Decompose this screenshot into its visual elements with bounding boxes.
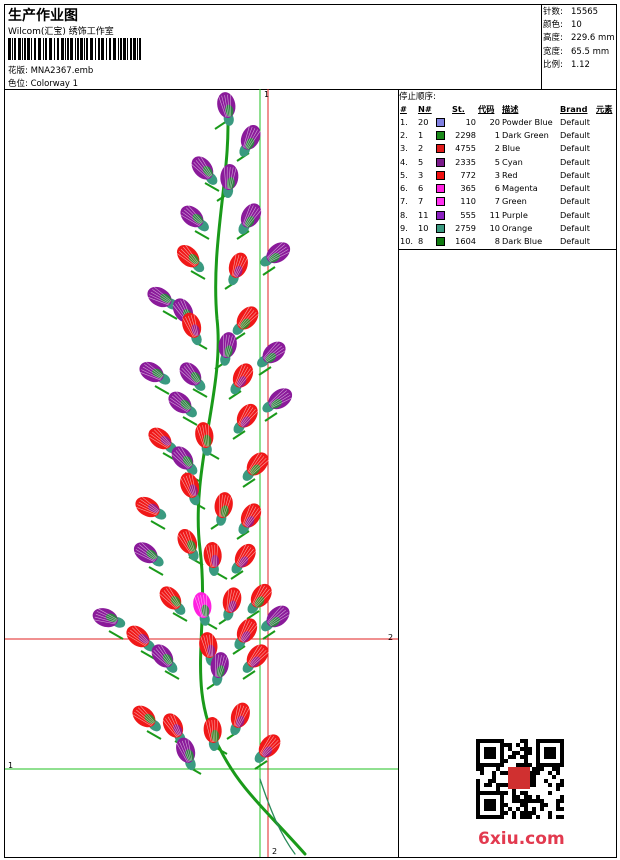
color-swatch [436, 184, 445, 194]
flower-bud [210, 652, 229, 686]
flower-bud [260, 241, 291, 267]
flower-bud [180, 472, 200, 506]
flower-bud [233, 403, 259, 434]
table-row: 10. 8 1604 8 Dark Blue Default [400, 236, 590, 247]
flower-bud [238, 503, 262, 535]
flower-bud [238, 203, 262, 235]
header-info: 生产作业图 Wilcom(汇宝) 绣饰工作室 花版: MNA2367.emb 色… [5, 5, 542, 89]
qr-code [476, 739, 564, 819]
color-swatch [436, 130, 445, 140]
flower-bud [139, 361, 171, 385]
table-header-row: # N# St. 代码 描述 Brand 元素 [400, 103, 613, 114]
flower-bud [262, 387, 293, 413]
flower-bud [203, 542, 222, 576]
stat-width: 宽度: 65.5 mm [543, 46, 610, 57]
flower-bud [92, 608, 126, 628]
stat-stitches: 针数: 15565 [543, 7, 599, 17]
design-preview: 1 2 1 2 [5, 89, 399, 857]
embroidery-design [5, 89, 398, 857]
flower-bud [191, 156, 218, 185]
color-swatch [436, 237, 445, 247]
flower-bud [247, 583, 273, 614]
flower-bud [239, 124, 261, 157]
flower-bud [195, 422, 214, 456]
flower-bud [261, 605, 290, 632]
flower-bud [203, 717, 222, 751]
stop-sequence-table: # N# St. 代码 描述 Brand 元素 1. 20 10 20 Powder B… [399, 102, 613, 248]
flower-bud [135, 496, 167, 520]
color-swatch [436, 117, 445, 127]
flower-bud [151, 644, 178, 673]
flower-bud [230, 363, 254, 395]
flower-bud [254, 734, 281, 763]
flower-bud [168, 391, 197, 418]
stop-sequence-title: 停止顺序: [399, 92, 436, 102]
color-swatch [436, 210, 445, 220]
table-row: 8. 11 555 11 Purple Default [400, 209, 590, 220]
flower-bud [228, 252, 248, 286]
color-swatch [436, 144, 445, 154]
flower-bud [220, 164, 239, 198]
watermark-logo: 6xiu.com [478, 829, 565, 849]
design-stats: 针数: 15565 颜色: 10 高度: 229.6 mm 宽度: 65.5 mm 比例… [543, 6, 615, 72]
flower-stem [108, 99, 307, 856]
flower-bud [180, 205, 209, 232]
flower-bud [232, 306, 259, 335]
flower-bud [126, 625, 155, 652]
flower-bud [148, 427, 177, 454]
flower-bud [218, 332, 237, 366]
color-swatch [436, 170, 445, 180]
stat-scale: 比例: 1.12 [543, 59, 590, 70]
flower-bud [222, 587, 242, 621]
table-row: 4. 5 2335 5 Cyan Default [400, 156, 590, 167]
flower-bud [176, 737, 196, 771]
flower-bud [162, 713, 186, 745]
flower-bud [214, 492, 233, 526]
table-row: 9. 10 2759 10 Orange Default [400, 223, 590, 234]
flower-bud [234, 618, 258, 650]
flower-bud [193, 592, 212, 626]
guide-mark-top: 1 [264, 90, 270, 99]
flower-bud [171, 446, 198, 475]
table-row: 7. 7 110 7 Green Default [400, 196, 590, 207]
flower-bud [182, 312, 202, 346]
sheet-header: 生产作业图 Wilcom(汇宝) 绣饰工作室 花版: MNA2367.emb 色… [5, 5, 616, 90]
production-sheet: 生产作业图 Wilcom(汇宝) 绣饰工作室 花版: MNA2367.emb 色… [4, 4, 617, 858]
panel-divider [399, 249, 616, 250]
guide-mark-left: 1 [8, 761, 14, 770]
flower-bud [179, 362, 206, 391]
flower-bud [242, 644, 269, 673]
flower-bud [132, 705, 161, 732]
color-swatch [436, 224, 445, 234]
stat-height: 高度: 229.6 mm [543, 33, 615, 44]
flower-bud [176, 244, 205, 273]
color-swatch [436, 197, 445, 207]
table-row: 6. 6 365 6 Magenta Default [400, 183, 590, 194]
flower-buds [92, 92, 293, 771]
barcode [8, 38, 141, 60]
colorway: 色位: Colorway 1 [8, 79, 79, 89]
table-row: 5. 3 772 3 Red Default [400, 169, 590, 180]
guide-mark-bottom: 2 [272, 847, 278, 856]
flower-bud [217, 92, 236, 126]
stat-colors: 颜色: 10 [543, 20, 582, 31]
design-file: 花版: MNA2367.emb [8, 66, 94, 76]
flower-bud [230, 702, 250, 736]
table-row: 1. 20 10 20 Powder Blue Default [400, 116, 590, 127]
flower-bud [177, 528, 199, 561]
sheet-title: 生产作业图 [8, 8, 78, 24]
color-swatch [436, 157, 445, 167]
table-row: 2. 1 2298 1 Dark Green Default [400, 129, 590, 140]
company-name: Wilcom(汇宝) 绣饰工作室 [8, 27, 114, 37]
guide-mark-right: 2 [388, 633, 394, 642]
flower-bud [159, 586, 186, 615]
flower-bud [257, 341, 286, 368]
flower-bud [231, 543, 257, 574]
table-row: 3. 2 4755 2 Blue Default [400, 143, 590, 154]
flower-bud [242, 452, 269, 481]
flower-bud [133, 541, 164, 567]
